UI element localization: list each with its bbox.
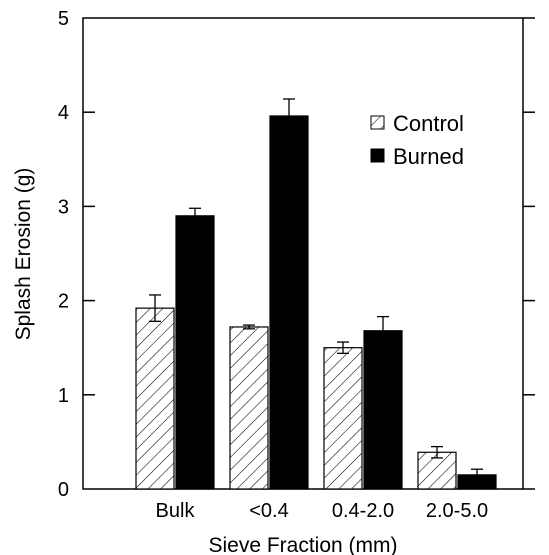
legend-label-control: Control [393, 111, 464, 136]
bar-burned [363, 330, 403, 490]
error-bar-burned [189, 207, 201, 225]
bar-control [323, 347, 363, 490]
x-tick-label: 0.4-2.0 [332, 500, 394, 522]
y-tick-label: 4 [58, 102, 69, 124]
x-axis-title: Sieve Fraction (mm) [208, 534, 397, 555]
x-tick-label: Bulk [156, 500, 196, 522]
error-bar-control [431, 445, 443, 459]
legend-item-burned: Burned [370, 144, 464, 169]
error-bar-burned [283, 98, 295, 134]
error-bar-control [149, 294, 161, 322]
legend-swatch-control [370, 115, 385, 130]
y-tick-label: 3 [58, 196, 69, 218]
error-bar-control [337, 341, 349, 355]
y-tick-label: 1 [58, 385, 69, 407]
y-tick-label: 2 [58, 291, 69, 313]
legend-swatch-burned [370, 148, 385, 163]
ticks-layer: Bulk <0.4 0.4-2.0 2.0-5.0 0 1 2 3 4 5 [58, 8, 535, 522]
bar-control [135, 307, 175, 490]
error-bar-control [243, 324, 255, 330]
y-tick-label: 0 [58, 479, 69, 501]
x-tick-label: <0.4 [249, 500, 288, 522]
error-bar-burned [471, 468, 483, 482]
legend-label-burned: Burned [393, 144, 464, 169]
legend: Control Burned [370, 111, 464, 169]
error-bar-burned [377, 315, 389, 346]
error-bars-layer [149, 98, 483, 482]
bar-control [229, 326, 269, 490]
y-tick-label: 5 [58, 8, 69, 30]
bar-burned [175, 215, 215, 490]
bars-layer [135, 115, 497, 490]
bar-burned [269, 115, 309, 490]
legend-item-control: Control [370, 111, 464, 136]
x-tick-label: 2.0-5.0 [426, 500, 488, 522]
y-axis-title: Splash Erosion (g) [12, 168, 35, 341]
